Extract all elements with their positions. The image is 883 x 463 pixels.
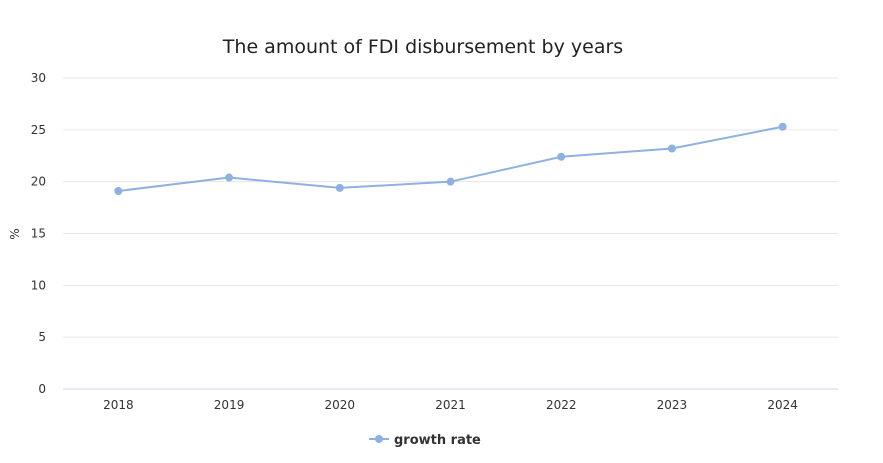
x-tick-label: 2021 bbox=[435, 398, 466, 412]
data-point[interactable] bbox=[114, 186, 123, 195]
data-point[interactable] bbox=[557, 152, 566, 161]
data-point[interactable] bbox=[778, 122, 787, 131]
y-tick-label: 0 bbox=[38, 382, 46, 396]
legend-point-marker bbox=[375, 435, 383, 443]
x-axis-ticks: 2018 2019 2020 2021 2022 2023 2024 bbox=[103, 398, 798, 412]
x-tick-label: 2018 bbox=[103, 398, 134, 412]
chart-title: The amount of FDI disbursement by years bbox=[222, 36, 623, 58]
x-tick-label: 2019 bbox=[214, 398, 245, 412]
x-tick-label: 2022 bbox=[546, 398, 577, 412]
series-group bbox=[114, 122, 787, 195]
y-tick-label: 15 bbox=[31, 227, 46, 241]
data-point[interactable] bbox=[225, 173, 234, 182]
x-tick-label: 2023 bbox=[657, 398, 688, 412]
y-tick-label: 10 bbox=[31, 278, 46, 292]
data-point[interactable] bbox=[335, 183, 344, 192]
data-point[interactable] bbox=[446, 177, 455, 186]
data-point[interactable] bbox=[667, 144, 676, 153]
y-tick-label: 30 bbox=[31, 71, 46, 85]
y-axis-label: % bbox=[8, 228, 22, 239]
y-tick-label: 25 bbox=[31, 123, 46, 137]
x-tick-label: 2020 bbox=[325, 398, 356, 412]
legend-label: growth rate bbox=[394, 433, 481, 448]
y-axis-ticks: 0 5 10 15 20 25 30 bbox=[31, 71, 46, 396]
legend[interactable]: growth rate bbox=[369, 433, 481, 448]
x-tick-label: 2024 bbox=[767, 398, 798, 412]
y-tick-label: 5 bbox=[38, 330, 46, 344]
gridlines bbox=[63, 77, 838, 390]
y-tick-label: 20 bbox=[31, 175, 46, 189]
